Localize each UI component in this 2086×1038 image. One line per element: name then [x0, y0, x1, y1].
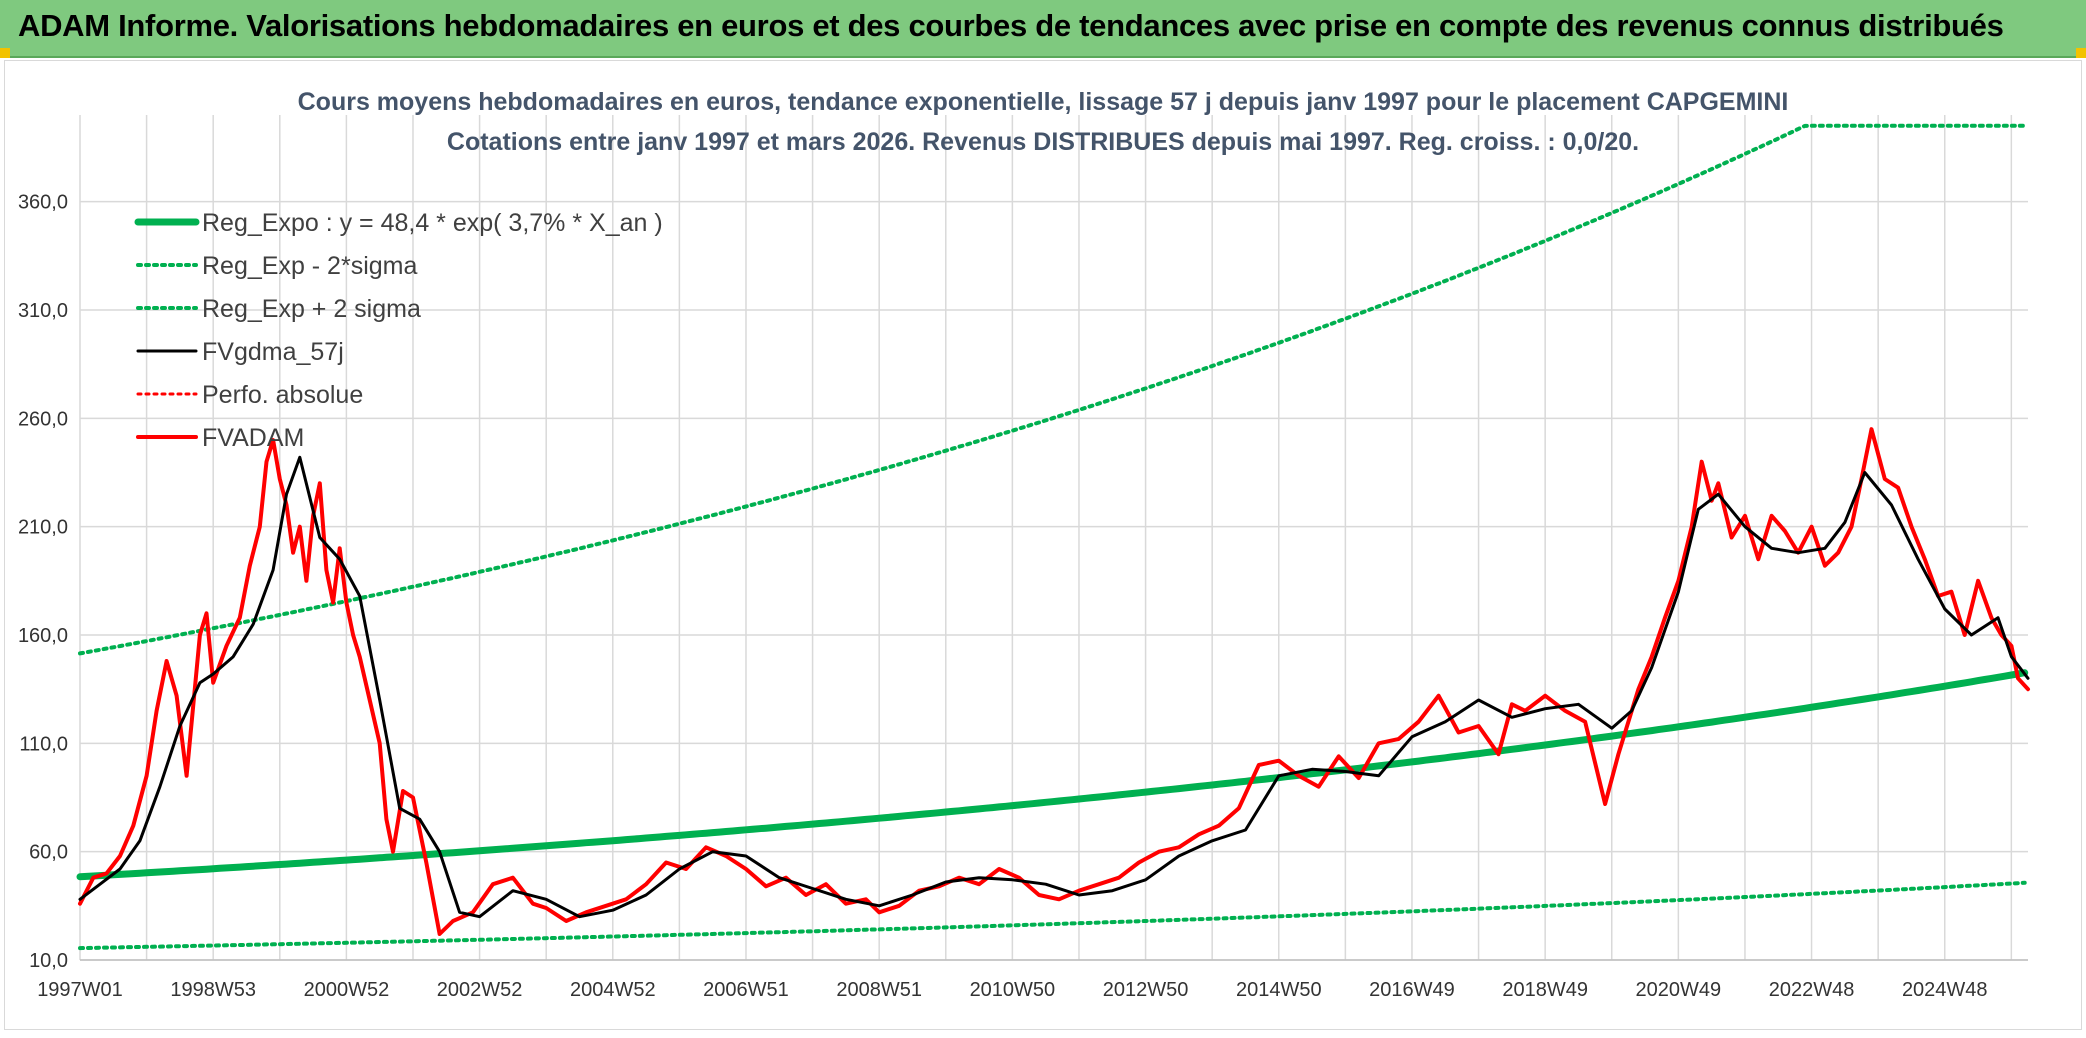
legend-label: Reg_Expo : y = 48,4 * exp( 3,7% * X_an ) — [202, 209, 663, 237]
x-tick-label: 2018W49 — [1502, 979, 1588, 1001]
x-tick-label: 2002W52 — [437, 979, 523, 1001]
corner-accent-left — [0, 48, 10, 58]
x-tick-label: 2012W50 — [1103, 979, 1189, 1001]
corner-accent-right — [2076, 48, 2086, 58]
x-tick-label: 2016W49 — [1369, 979, 1455, 1001]
x-tick-label: 2004W52 — [570, 979, 656, 1001]
legend-label: Reg_Exp - 2*sigma — [202, 252, 417, 280]
header-banner: ADAM Informe. Valorisations hebdomadaire… — [0, 0, 2086, 58]
y-tick-label: 10,0 — [29, 950, 68, 972]
legend-label: FVADAM — [202, 424, 304, 452]
chart-subtitle: Cotations entre janv 1997 et mars 2026. … — [447, 128, 1639, 156]
series-reg-exp-minus-2sigma-line — [78, 880, 2027, 951]
x-tick-label: 2008W51 — [836, 979, 922, 1001]
x-tick-label: 2022W48 — [1769, 979, 1855, 1001]
series-fvgdma-57j-line — [78, 455, 2030, 919]
x-tick-label: 1997W01 — [37, 979, 123, 1001]
y-tick-label: 110,0 — [19, 733, 68, 755]
legend-label: Reg_Exp + 2 sigma — [202, 295, 421, 323]
series-reg-exp-plus-2sigma-line — [78, 123, 2027, 656]
page-title: ADAM Informe. Valorisations hebdomadaire… — [18, 8, 2004, 43]
chart-frame — [4, 60, 2082, 1030]
y-tick-label: 160,0 — [18, 625, 68, 647]
series-lines — [76, 123, 2030, 951]
x-axis: 1997W01 1998W53 2000W52 2002W52 2004W52 2006W… — [37, 959, 2028, 1001]
y-tick-label: 260,0 — [18, 408, 68, 430]
x-tick-label: 2010W50 — [970, 979, 1056, 1001]
chart-title: Cours moyens hebdomadaires en euros, ten… — [298, 88, 1789, 116]
gridlines — [79, 115, 2028, 961]
x-tick-label: 2000W52 — [304, 979, 390, 1001]
x-tick-label: 2006W51 — [703, 979, 789, 1001]
x-tick-label: 2020W49 — [1636, 979, 1722, 1001]
x-tick-label: 2024W48 — [1902, 979, 1988, 1001]
y-tick-label: 310,0 — [18, 300, 68, 322]
y-tick-label: 360,0 — [18, 192, 68, 214]
y-axis: 10,0 60,0 110,0 160,0 210,0 260,0 310,0 360,0 — [18, 192, 68, 972]
series-fvadam-line — [78, 427, 2030, 936]
y-tick-label: 210,0 — [18, 517, 68, 539]
x-tick-label: 1998W53 — [170, 979, 256, 1001]
x-tick-label: 2014W50 — [1236, 979, 1322, 1001]
series-reg-expo-line — [76, 669, 2029, 881]
legend: Reg_Expo : y = 48,4 * exp( 3,7% * X_an )… — [134, 209, 663, 452]
legend-label: FVgdma_57j — [202, 338, 344, 366]
legend-label: Perfo. absolue — [202, 381, 363, 409]
y-tick-label: 60,0 — [29, 842, 68, 864]
